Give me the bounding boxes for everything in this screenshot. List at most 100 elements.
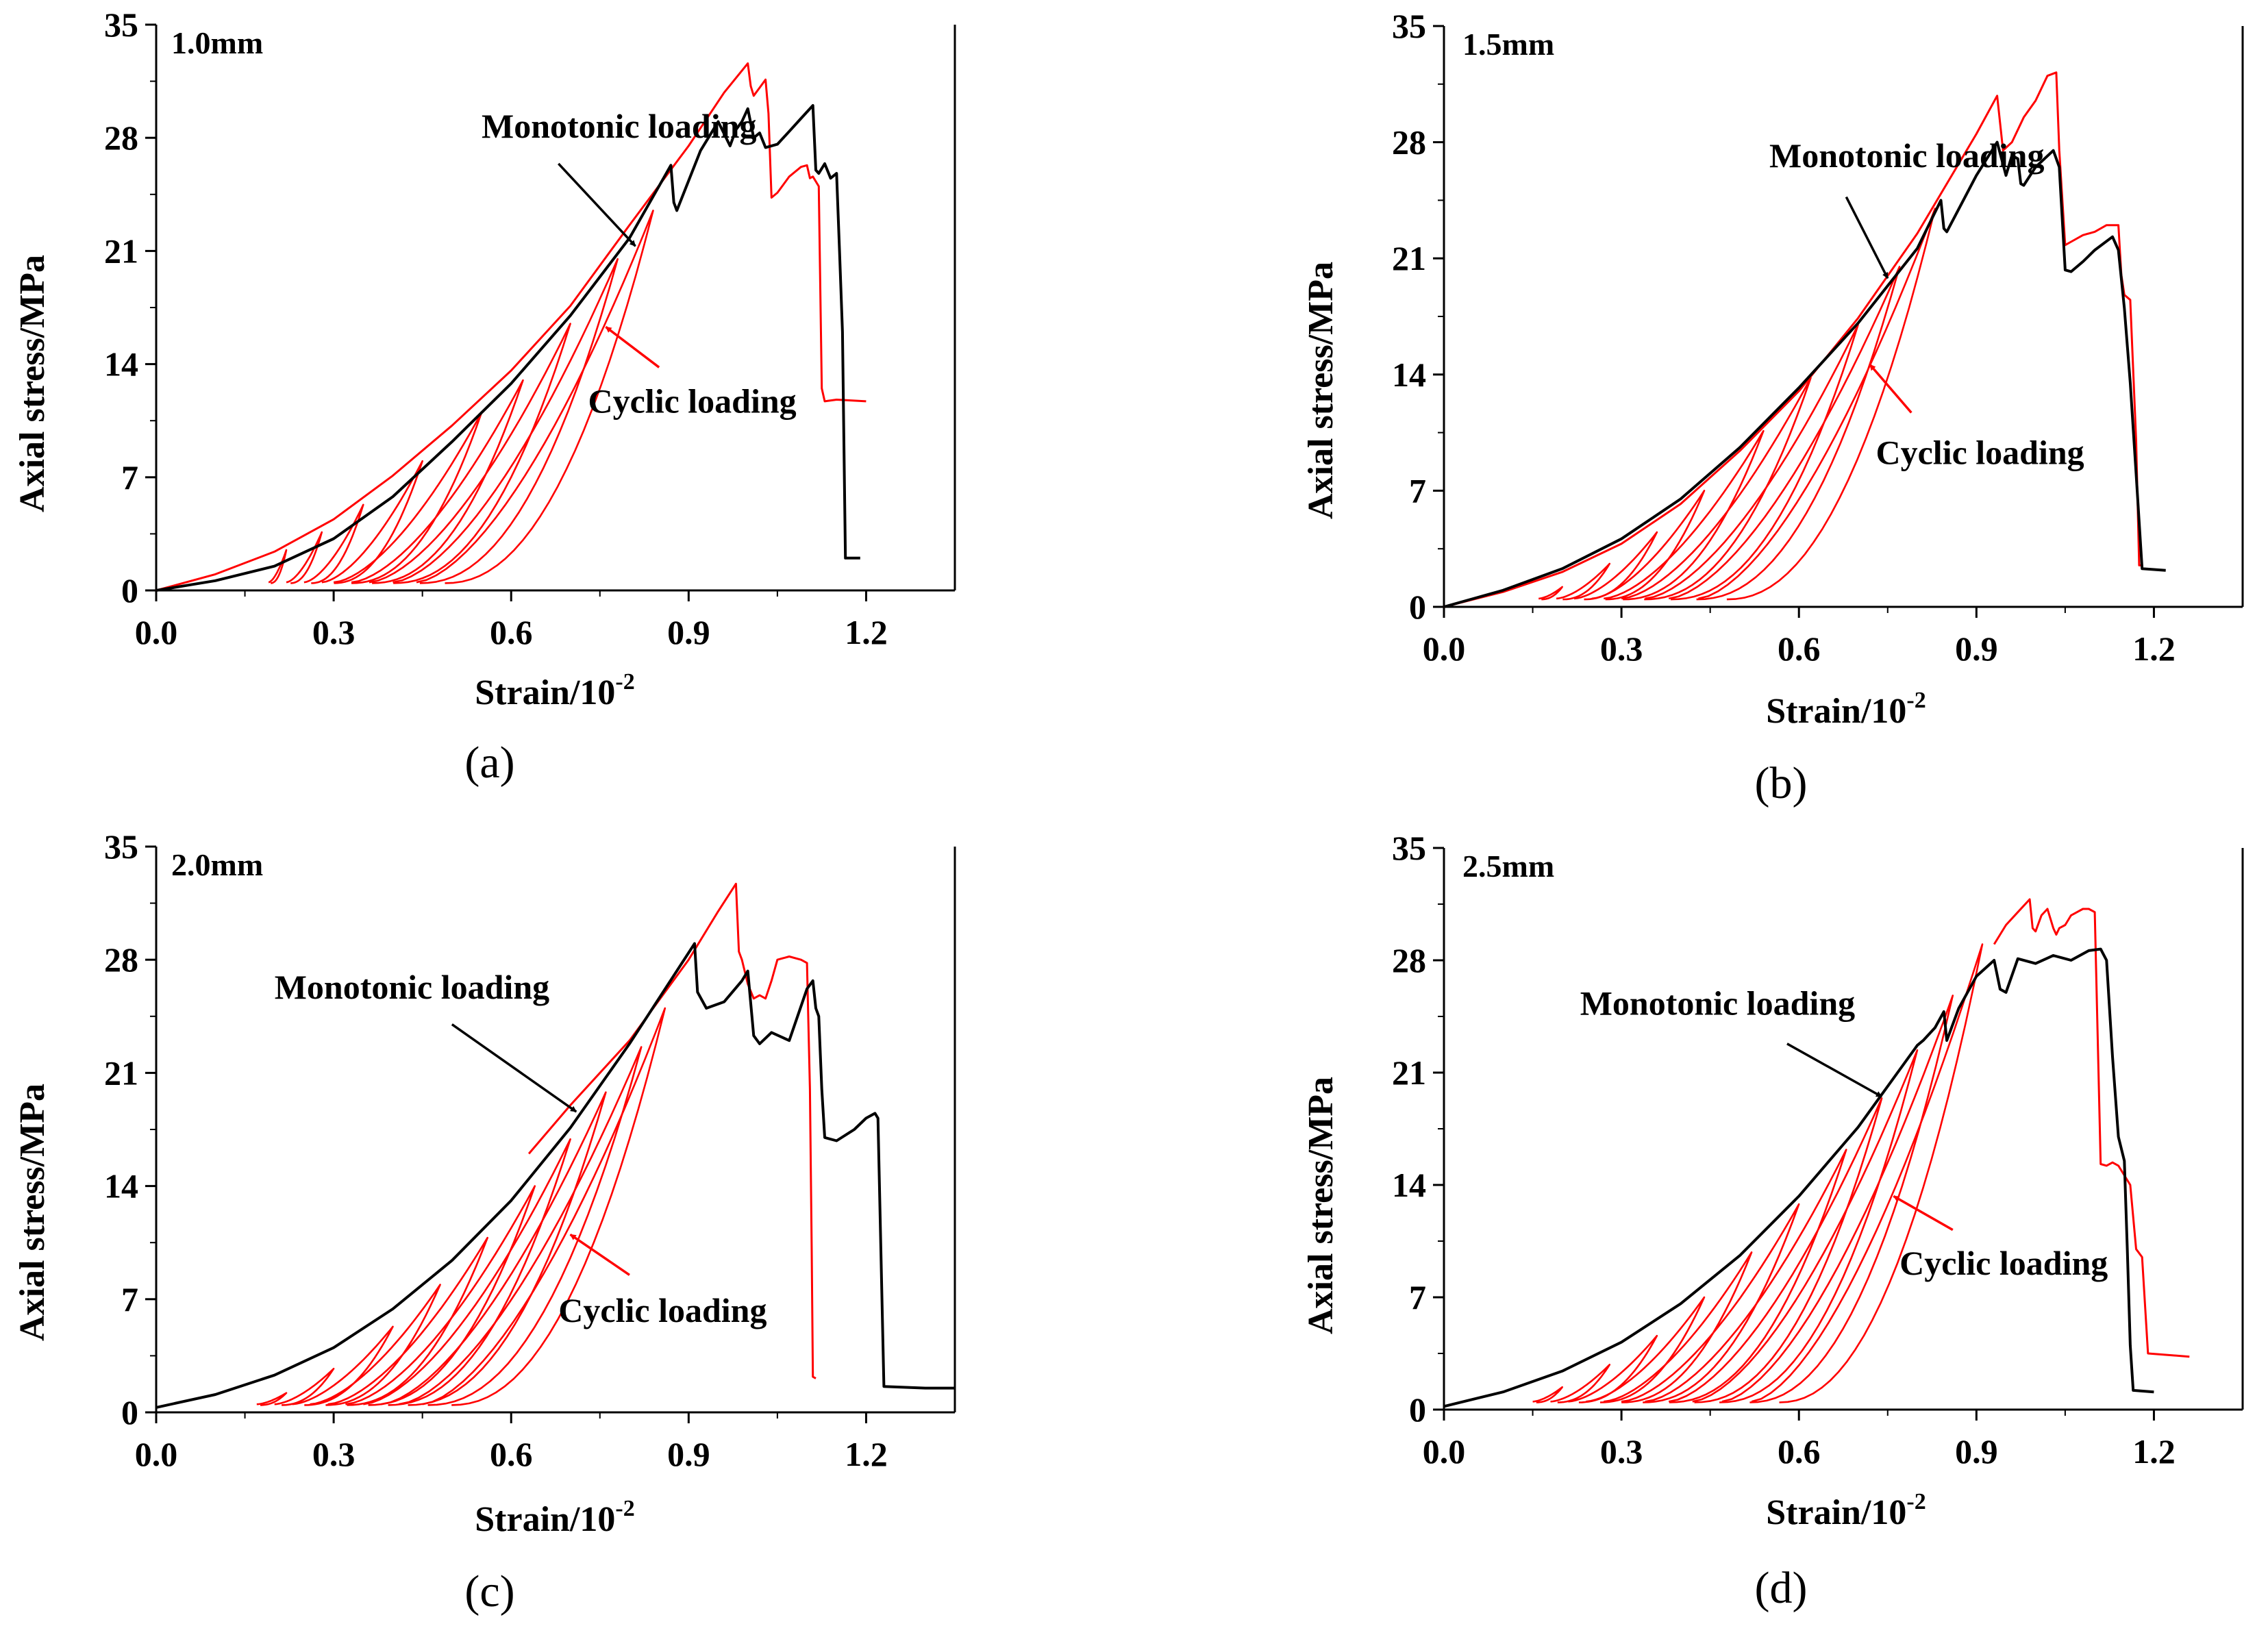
panel-c-cyclic-loop	[398, 1046, 643, 1406]
panel-d-xlabel-sup: -2	[1906, 1489, 1926, 1514]
panel-a-cyclic-arrow	[605, 325, 660, 368]
panel-c-ytick-label: 0	[121, 1393, 138, 1432]
panel-a-tag: 1.0mm	[171, 25, 263, 60]
panel-d-cyclic-loop	[1721, 995, 1954, 1403]
panel-c-cyclic-loop	[274, 1368, 335, 1406]
panel-b-xtick-label: 0.9	[1955, 629, 1998, 668]
panel-d-monotonic-label: Monotonic loading	[1580, 984, 1855, 1023]
panel-c-xtick-label: 0.3	[312, 1435, 356, 1473]
panel-c-cyclic-arrow	[569, 1233, 630, 1276]
panel-d-ytick-label: 35	[1392, 829, 1426, 867]
panel-b-ytick-label: 35	[1392, 7, 1426, 45]
panel-d-xtick-label: 0.3	[1600, 1432, 1643, 1471]
panel-a-monotonic-label: Monotonic loading	[482, 107, 756, 145]
panel-b-xlabel-sup: -2	[1906, 688, 1926, 713]
panel-c-tag: 2.0mm	[171, 847, 263, 882]
panel-a-monotonic-arrow	[558, 162, 636, 247]
panel-d-cyclic-loop	[1645, 1149, 1847, 1403]
panel-c-cyclic-loop	[310, 1284, 441, 1406]
panel-d-cyclic-label: Cyclic loading	[1899, 1244, 2108, 1282]
panel-a-ytick-label: 7	[121, 458, 138, 497]
panel-c-data	[155, 882, 955, 1409]
panel-d-xtick-label: 1.2	[2132, 1432, 2176, 1471]
panel-d-cyclic-loop	[1586, 1296, 1706, 1403]
panel-d-cyclic-loop	[1532, 1386, 1563, 1403]
panel-b-cyclic-label: Cyclic loading	[1876, 434, 2084, 472]
panel-a-axes: 0.0 0.3 0.6 0.9 1.2 0 7 14 21 28 35	[104, 5, 956, 651]
panel-a-cyclic-line	[155, 62, 867, 592]
panel-d-cyclic-loop	[1751, 943, 1984, 1403]
panel-b-monotonic-label: Monotonic loading	[1769, 136, 2044, 175]
panel-c-cyclic-loop	[327, 1236, 488, 1406]
panel-c-xtick-label: 0.0	[135, 1435, 178, 1473]
panel-d-cyclic-line	[1993, 898, 2190, 1358]
panel-b-cyclic-arrow	[1869, 364, 1912, 414]
panel-c-cyclic-loop	[256, 1392, 288, 1406]
panel-b-cyclic-loop	[1591, 490, 1706, 601]
panel-b-cyclic-loop	[1556, 562, 1611, 601]
panel-c-ytick-label: 28	[104, 940, 138, 979]
panel-a-xtick-label: 0.0	[135, 613, 178, 651]
panel-b-monotonic-line	[1443, 140, 2166, 608]
panel-a-cyclic-loop	[416, 210, 654, 584]
panel-a-cyclic-loop	[268, 549, 288, 584]
panel-c: 0.0 0.3 0.6 0.9 1.2 0 7 14 21 28 35 2.0mm Strain/1…	[13, 827, 956, 1616]
panel-d-ylabel: Axial stress/MPa	[1301, 1077, 1341, 1334]
panel-c-xlabel-sup: -2	[615, 1496, 634, 1521]
panel-d-data	[1443, 898, 2190, 1408]
panel-c-xtick-label: 1.2	[845, 1435, 888, 1473]
panel-b-xtick-label: 0.6	[1778, 629, 1821, 668]
panel-c-ylabel: Axial stress/MPa	[13, 1084, 52, 1341]
panel-a-cyclic-loop	[392, 258, 619, 584]
panel-d-cyclic-loop	[1621, 1203, 1800, 1403]
panel-d: 0.0 0.3 0.6 0.9 1.2 0 7 14 21 28 35 2.5mm Strain/1…	[1301, 829, 2244, 1613]
panel-a-xtick-label: 0.6	[490, 613, 533, 651]
panel-d-caption: (d)	[1755, 1563, 1808, 1613]
panel-b-ytick-label: 0	[1409, 588, 1426, 626]
panel-d-cyclic-loop	[1604, 1251, 1753, 1403]
panel-b-axes: 0.0 0.3 0.6 0.9 1.2 0 7 14 21 28 35	[1392, 7, 2244, 668]
panel-b-xtick-label: 0.3	[1600, 629, 1643, 668]
panel-a-ytick-label: 21	[104, 232, 138, 270]
panel-d-monotonic-line	[1443, 947, 2154, 1408]
panel-b-data	[1443, 71, 2166, 608]
panel-c-xlabel: Strain/10-2	[475, 1496, 634, 1539]
panel-b-monotonic-arrow	[1845, 196, 1889, 279]
panel-d-xlabel: Strain/10-2	[1766, 1489, 1926, 1532]
panel-c-monotonic-label: Monotonic loading	[275, 968, 549, 1006]
panel-a-ytick-label: 14	[104, 345, 138, 384]
panel-d-monotonic-arrow	[1786, 1042, 1882, 1098]
panel-a-xlabel: Strain/10-2	[475, 669, 634, 712]
panel-a-cyclic-loop	[286, 531, 323, 584]
panel-b: 0.0 0.3 0.6 0.9 1.2 0 7 14 21 28 35 1.5mm Strain/1…	[1301, 7, 2244, 808]
panel-a-xlabel-sup: -2	[615, 669, 634, 695]
panel-a-cyclic-loop	[303, 503, 364, 584]
panel-d-cyclic-loop	[1668, 1097, 1883, 1403]
panel-a: 0.0 0.3 0.6 0.9 1.2 0 7 14 21 28 35 1.0mm Strain/1…	[13, 5, 956, 788]
panel-c-caption: (c)	[464, 1566, 514, 1616]
panel-c-cyclic-loop	[363, 1138, 571, 1406]
panel-a-xlabel-base: Strain/10	[475, 673, 615, 712]
panel-c-ytick-label: 35	[104, 827, 138, 866]
panel-d-xtick-label: 0.6	[1778, 1432, 1821, 1471]
panel-c-cyclic-label: Cyclic loading	[558, 1291, 767, 1329]
panel-a-ylabel: Axial stress/MPa	[13, 255, 52, 512]
panel-a-cyclic-loop	[369, 323, 571, 584]
panel-b-cyclic-loop	[1621, 377, 1812, 601]
panel-a-cyclic-label: Cyclic loading	[588, 382, 797, 420]
panel-b-cyclic-loop	[1668, 266, 1901, 601]
panel-b-xtick-label: 1.2	[2132, 629, 2176, 668]
panel-b-ylabel: Axial stress/MPa	[1301, 262, 1341, 519]
panel-d-ytick-label: 28	[1392, 941, 1426, 979]
panel-d-xtick-label: 0.0	[1423, 1432, 1466, 1471]
panel-d-ytick-label: 7	[1409, 1278, 1426, 1316]
panel-d-ytick-label: 21	[1392, 1053, 1426, 1092]
panel-a-xtick-label: 0.9	[667, 613, 710, 651]
panel-c-ytick-label: 14	[104, 1167, 138, 1205]
panel-d-tag: 2.5mm	[1462, 849, 1554, 884]
panel-c-ytick-label: 7	[121, 1280, 138, 1319]
panel-b-cyclic-loop	[1604, 429, 1765, 601]
panel-d-axes: 0.0 0.3 0.6 0.9 1.2 0 7 14 21 28 35	[1392, 829, 2244, 1471]
panel-a-ytick-label: 28	[104, 118, 138, 157]
